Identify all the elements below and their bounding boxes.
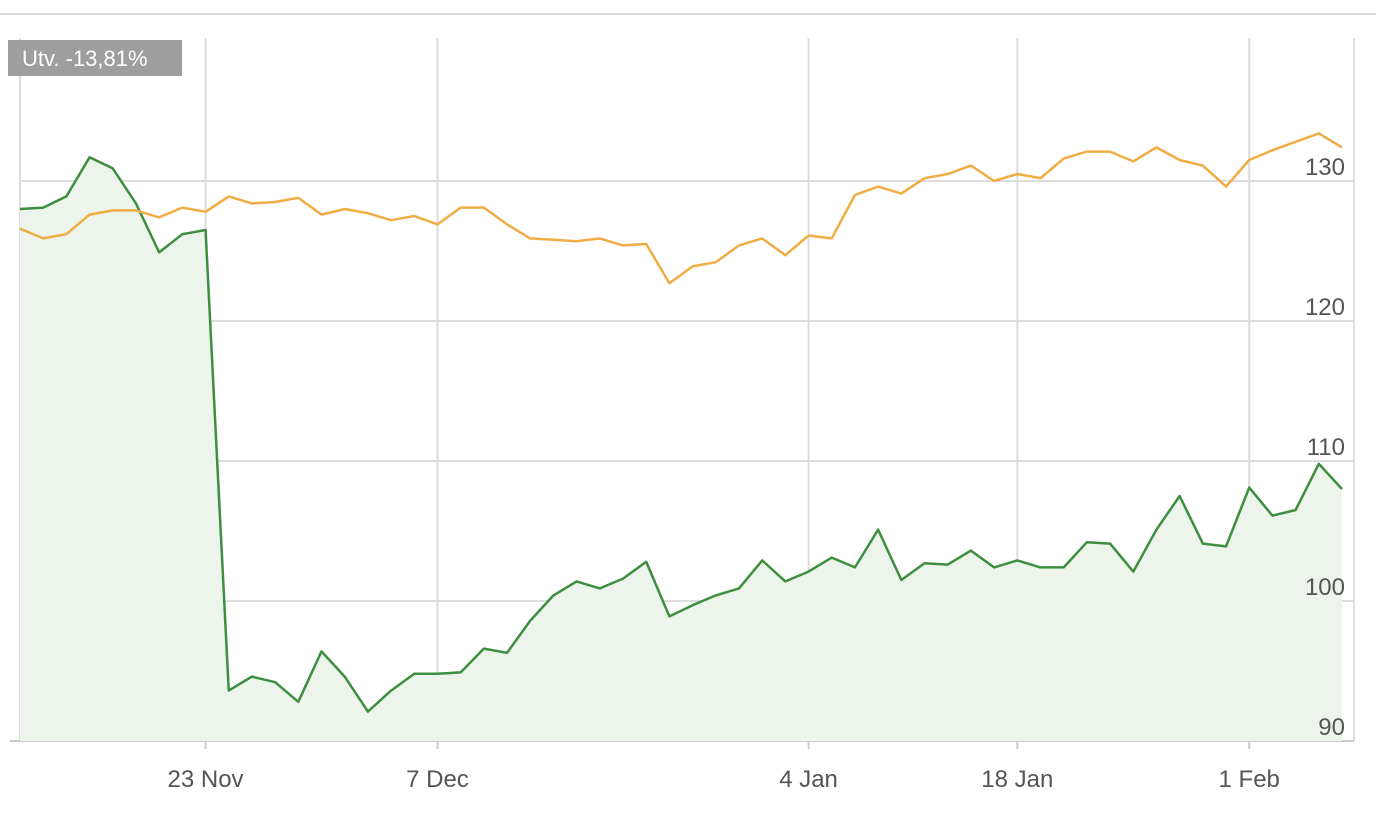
badge [8, 40, 182, 76]
x-tick-label: 1 Feb [1219, 766, 1280, 793]
y-tick-label: 90 [1318, 714, 1345, 741]
x-tick-label: 4 Jan [779, 766, 838, 793]
y-tick-label: 100 [1305, 574, 1345, 601]
area [20, 157, 1342, 741]
y-tick-label: 120 [1305, 294, 1345, 321]
line [19, 132, 1343, 285]
y-tick-label: 110 [1307, 434, 1345, 461]
x-tick-label: 18 Jan [981, 766, 1053, 793]
badge-text: Utv. -13,81% [22, 46, 148, 71]
y-tick-label: 130 [1305, 154, 1345, 181]
labels: 90 100 110 120 130 23 Nov 7 Dec 4 Jan 18 Jan 1 Fe… [168, 154, 1345, 793]
x-tick-label: 7 Dec [406, 766, 469, 793]
marks [19, 132, 1343, 741]
line [19, 155, 1343, 713]
x-tick-label: 23 Nov [168, 766, 244, 793]
